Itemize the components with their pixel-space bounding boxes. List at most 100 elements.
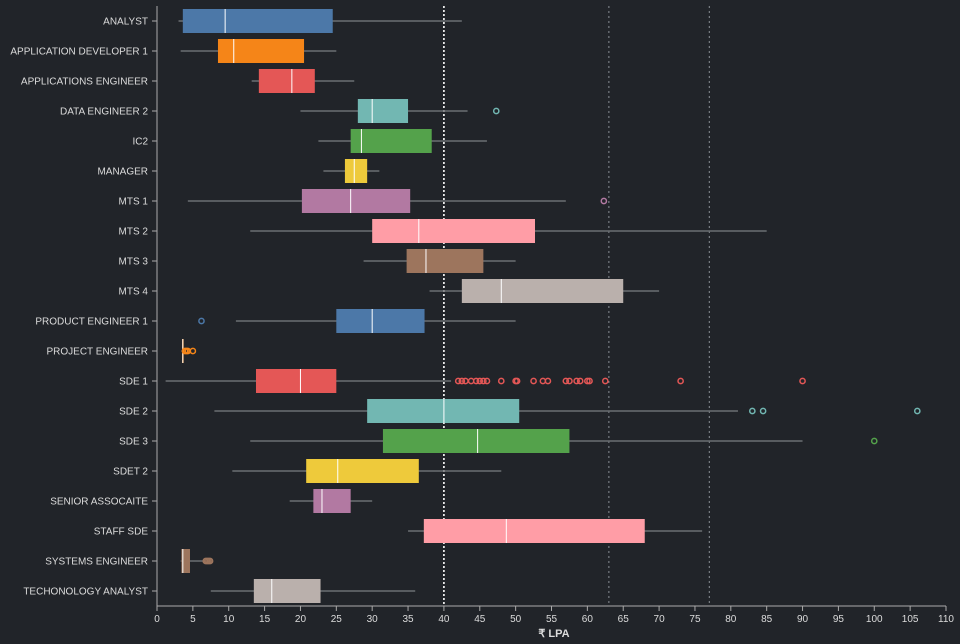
y-tick-label: TECHONOLOGY ANALYST <box>23 587 148 598</box>
outlier-point <box>600 197 608 205</box>
x-tick-label: 20 <box>295 614 307 625</box>
x-tick-label: 0 <box>154 614 160 625</box>
x-tick-label: 40 <box>438 614 450 625</box>
box <box>181 549 190 573</box>
y-tick-label: IC2 <box>132 137 148 148</box>
x-tick-label: 25 <box>331 614 343 625</box>
box <box>258 69 315 93</box>
box <box>423 519 645 543</box>
box-group <box>251 69 355 93</box>
y-tick-label: PRODUCT ENGINEER 1 <box>35 317 148 328</box>
box <box>372 219 536 243</box>
outlier-point <box>573 377 580 385</box>
outlier-point <box>576 377 584 385</box>
box-group <box>429 279 660 303</box>
box-group <box>250 219 767 243</box>
y-tick-label: SDE 1 <box>119 377 148 388</box>
box <box>255 369 337 393</box>
y-tick-label: MTS 2 <box>119 227 149 238</box>
box <box>217 39 305 63</box>
outlier-point <box>480 377 487 385</box>
y-tick-label: SDE 3 <box>119 437 148 448</box>
y-tick-label: SDE 2 <box>119 407 148 418</box>
box-group <box>178 9 462 33</box>
outlier-point <box>483 377 491 385</box>
outlier-point <box>799 377 806 385</box>
x-tick-label: 75 <box>689 614 701 625</box>
outlier-point <box>513 377 521 385</box>
reference-lines <box>443 6 710 606</box>
outlier-point <box>476 377 484 385</box>
box <box>336 309 425 333</box>
box <box>367 399 520 423</box>
x-tick-label: 65 <box>618 614 630 625</box>
x-tick-label: 95 <box>833 614 845 625</box>
outlier-point <box>870 437 878 445</box>
x-tick-label: 100 <box>866 614 883 625</box>
box <box>306 459 419 483</box>
box-group <box>165 369 806 393</box>
y-tick-label: PROJECT ENGINEER <box>47 347 149 358</box>
y-tick-label: SYSTEMS ENGINEER <box>45 557 148 568</box>
x-tick-label: 35 <box>402 614 414 625</box>
x-tick-label: 50 <box>510 614 522 625</box>
box-group <box>180 39 337 63</box>
box <box>350 129 432 153</box>
outlier-point <box>748 407 756 415</box>
box-group <box>300 99 500 123</box>
outlier-point <box>584 377 591 385</box>
box <box>406 249 484 273</box>
y-tick-label: MANAGER <box>97 167 148 178</box>
y-tick-label: MTS 3 <box>119 257 149 268</box>
y-tick-label: DATA ENGINEER 2 <box>60 107 148 118</box>
x-tick-label: 5 <box>190 614 196 625</box>
box <box>357 99 409 123</box>
outlier-point <box>497 377 505 385</box>
outlier-point <box>586 377 593 385</box>
x-tick-label: 15 <box>259 614 271 625</box>
box <box>301 189 411 213</box>
outlier-point <box>562 377 570 385</box>
x-tick-label: 10 <box>223 614 235 625</box>
x-tick-label: 70 <box>654 614 666 625</box>
outlier-point <box>530 377 537 385</box>
outlier-point <box>462 377 469 385</box>
box <box>382 429 570 453</box>
outlier-point <box>472 377 480 385</box>
box-group <box>232 459 502 483</box>
y-tick-label: MTS 1 <box>119 197 149 208</box>
outlier-point <box>759 407 767 415</box>
box-group <box>210 579 416 603</box>
boxes-layer <box>165 9 921 603</box>
y-tick-label: APPLICATION DEVELOPER 1 <box>10 47 148 58</box>
box <box>182 9 333 33</box>
box <box>253 579 321 603</box>
box-group <box>318 129 487 153</box>
box-group <box>408 519 703 543</box>
outlier-point <box>913 407 921 415</box>
outlier-point <box>189 347 197 355</box>
outlier-point <box>677 377 684 385</box>
box-group <box>323 159 380 183</box>
outlier-point <box>454 377 462 385</box>
box-group <box>363 249 516 273</box>
box-group <box>214 399 921 423</box>
y-tick-label: APPLICATIONS ENGINEER <box>21 77 148 88</box>
outlier-point <box>566 377 573 385</box>
outlier-point <box>458 377 466 385</box>
x-tick-label: 80 <box>725 614 737 625</box>
y-tick-label: SDET 2 <box>113 467 148 478</box>
x-tick-label: 110 <box>938 614 954 625</box>
y-tick-label: ANALYST <box>103 17 148 28</box>
outlier-point <box>492 107 500 115</box>
y-axis: ANALYST APPLICATION DEVELOPER 1 APPLICATIO… <box>10 6 158 606</box>
outlier-point <box>198 317 205 325</box>
x-axis-title: ₹ LPA <box>538 628 569 640</box>
outlier-point <box>544 377 552 385</box>
y-tick-label: SENIOR ASSOCAITE <box>50 497 148 508</box>
box-group <box>181 339 197 363</box>
x-tick-label: 60 <box>582 614 594 625</box>
x-tick-label: 30 <box>367 614 379 625</box>
x-tick-label: 55 <box>546 614 558 625</box>
box-group <box>198 309 516 333</box>
